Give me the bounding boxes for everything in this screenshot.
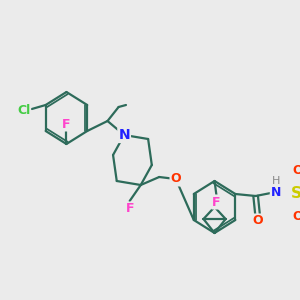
Text: H: H xyxy=(272,176,280,186)
Text: N: N xyxy=(271,185,281,199)
Text: F: F xyxy=(62,118,71,130)
Text: S: S xyxy=(291,187,300,202)
Text: F: F xyxy=(212,196,221,208)
Text: F: F xyxy=(125,202,134,215)
Text: O: O xyxy=(293,164,300,178)
Text: N: N xyxy=(118,128,130,142)
Text: O: O xyxy=(252,214,263,227)
Text: O: O xyxy=(293,211,300,224)
Text: O: O xyxy=(170,172,181,185)
Text: Cl: Cl xyxy=(17,103,30,116)
